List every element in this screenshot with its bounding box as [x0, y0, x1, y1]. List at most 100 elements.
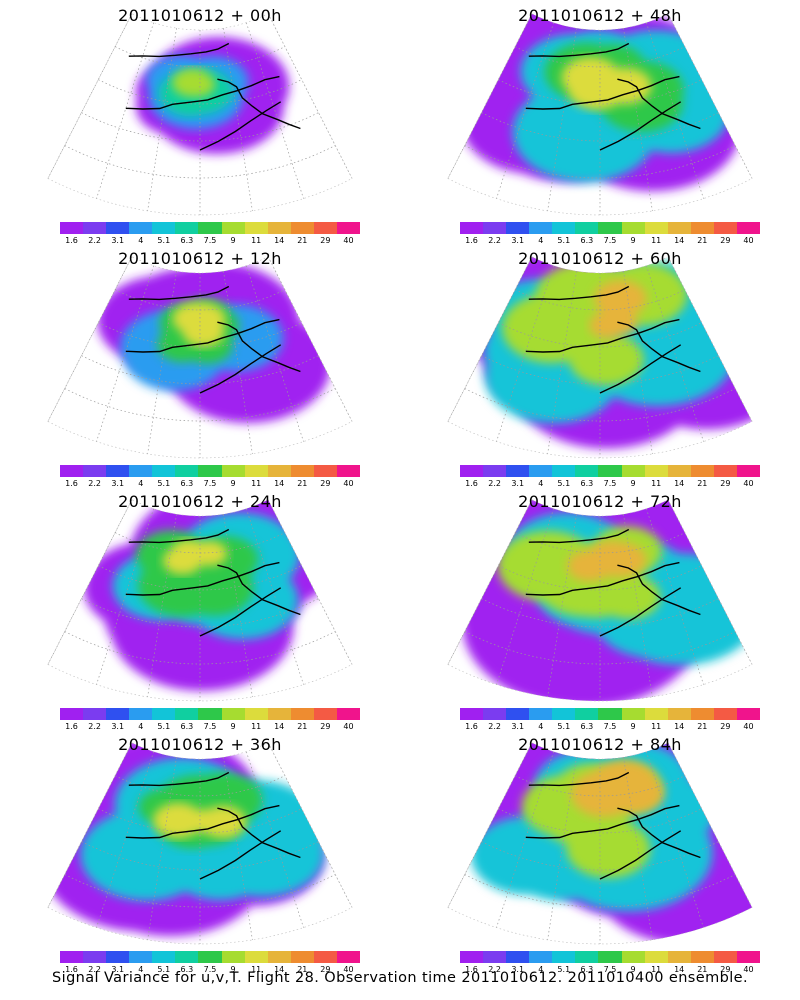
colorbar-tick-label: 6.3 — [180, 722, 194, 731]
colorbar-swatch — [483, 951, 507, 963]
map-panel: 2011010612 + 84h 1.6 2.2 3.1 4 5.1 6.3 7.5 9 11 14… — [400, 729, 800, 979]
colorbar-labels: 1.6 2.2 3.1 4 5.1 6.3 7.5 9 11 14 21 29 40 — [60, 722, 360, 732]
colorbar-tick-label: 2.2 — [88, 236, 101, 245]
colorbar-swatch — [175, 222, 199, 234]
coastline — [525, 318, 680, 353]
colorbar-swatch — [267, 465, 291, 477]
coastline — [617, 321, 701, 373]
graticule-meridian — [246, 265, 304, 442]
graticule-meridian — [623, 514, 653, 697]
colorbar-tick-label: 6.3 — [580, 479, 594, 488]
colorbar-tick-label: 3.1 — [111, 965, 125, 974]
colorbar-swatch — [644, 708, 668, 720]
colorbar-swatch — [736, 222, 761, 234]
colorbar-swatch — [713, 951, 737, 963]
graticule-meridian — [246, 508, 304, 685]
colorbar-tick-label: 3.1 — [511, 965, 525, 974]
colorbar-tick-label: 7.5 — [603, 479, 617, 488]
colorbar-swatch — [198, 222, 222, 234]
graticule-meridian — [547, 28, 577, 211]
colorbar-tick-label: 29 — [720, 479, 731, 488]
panel-title: 2011010612 + 24h — [118, 492, 282, 511]
colorbar-tick-label: 21 — [697, 722, 708, 731]
colorbar-tick-label: 2.2 — [488, 479, 501, 488]
colorbar-tick-label: 40 — [343, 722, 354, 731]
variance-contour — [569, 333, 644, 386]
colorbar-swatch — [175, 708, 199, 720]
map-panel: 2011010612 + 60h 1.6 2.2 3.1 4 5.1 6.3 7.5 9 11 14… — [400, 243, 800, 493]
colorbar-tick-label: 4 — [138, 479, 144, 488]
colorbar-swatch — [336, 222, 361, 234]
figure-caption: Signal Variance for u,v,T. Flight 28. Ob… — [52, 970, 748, 986]
colorbar-tick-label: 9 — [630, 722, 636, 731]
variance-contour — [184, 73, 215, 95]
graticule-parallel — [514, 289, 686, 311]
colorbar-swatch — [460, 222, 484, 234]
colorbar-tick-label: 1.6 — [465, 236, 478, 245]
colorbar-swatch — [244, 465, 268, 477]
panel-title: 2011010612 + 84h — [518, 735, 682, 754]
colorbar-tick-label: 9 — [630, 965, 636, 974]
colorbar-labels: 1.6 2.2 3.1 4 5.1 6.3 7.5 9 11 14 21 29 40 — [460, 965, 760, 975]
colorbar-swatch — [667, 708, 691, 720]
colorbar-tick-label: 5.1 — [557, 236, 571, 245]
colorbar — [460, 222, 761, 234]
colorbar-swatch — [506, 465, 530, 477]
panel-title: 2011010612 + 12h — [118, 249, 282, 268]
graticule-parallel — [64, 145, 336, 179]
colorbar-swatch — [621, 708, 645, 720]
coastline — [128, 528, 230, 544]
graticule-meridian — [147, 757, 177, 940]
colorbar-swatch — [290, 465, 314, 477]
variance-map — [447, 742, 753, 945]
colorbar-tick-label: 1.6 — [65, 479, 78, 488]
graticule-meridian — [246, 751, 304, 928]
colorbar-tick-label: 3.1 — [511, 722, 525, 731]
colorbar-swatch — [552, 951, 576, 963]
coastline — [528, 528, 630, 544]
colorbar-tick-label: 11 — [251, 965, 262, 974]
colorbar-tick-label: 6.3 — [580, 722, 594, 731]
variance-map — [47, 499, 353, 702]
graticule-meridian — [646, 22, 704, 199]
colorbar-swatch — [667, 951, 691, 963]
graticule-meridian — [646, 751, 704, 928]
colorbar-tick-label: 7.5 — [203, 722, 217, 731]
colorbar-swatch — [313, 708, 337, 720]
colorbar-swatch — [483, 222, 507, 234]
graticule-parallel — [481, 598, 719, 628]
variance-contour — [571, 770, 638, 817]
colorbar-labels: 1.6 2.2 3.1 4 5.1 6.3 7.5 9 11 14 21 29 40 — [460, 236, 760, 246]
graticule-meridian — [547, 271, 577, 454]
colorbar-tick-label: 7.5 — [203, 479, 217, 488]
graticule-parallel — [481, 112, 719, 142]
graticule-meridian — [447, 499, 533, 665]
graticule-parallel — [514, 775, 686, 797]
colorbar-tick-label: 6.3 — [180, 236, 194, 245]
variance-map — [47, 256, 353, 459]
map-panel: 2011010612 + 00h 1.6 2.2 3.1 4 5.1 6.3 7.5 9 11 14… — [0, 0, 400, 250]
panel-title: 2011010612 + 36h — [118, 735, 282, 754]
graticule-meridian — [646, 265, 704, 442]
graticule-meridian — [223, 271, 253, 454]
colorbar-swatch — [106, 708, 130, 720]
graticule-meridian — [646, 508, 704, 685]
colorbar-tick-label: 14 — [274, 722, 285, 731]
colorbar-swatch — [244, 708, 268, 720]
colorbar-tick-label: 2.2 — [88, 965, 101, 974]
colorbar-tick-label: 21 — [297, 965, 308, 974]
map-frame — [47, 13, 353, 216]
colorbar-swatch — [506, 222, 530, 234]
colorbar-tick-label: 4 — [138, 236, 144, 245]
graticule-parallel — [81, 112, 319, 142]
colorbar-swatch — [267, 222, 291, 234]
graticule-parallel — [481, 355, 719, 385]
colorbar-swatch — [290, 222, 314, 234]
colorbar-tick-label: 40 — [343, 236, 354, 245]
colorbar-swatch — [267, 951, 291, 963]
colorbar-swatch — [644, 465, 668, 477]
colorbar-tick-label: 4 — [538, 722, 544, 731]
graticule-meridian — [623, 271, 653, 454]
colorbar-swatch — [60, 951, 84, 963]
colorbar-tick-label: 1.6 — [465, 479, 478, 488]
